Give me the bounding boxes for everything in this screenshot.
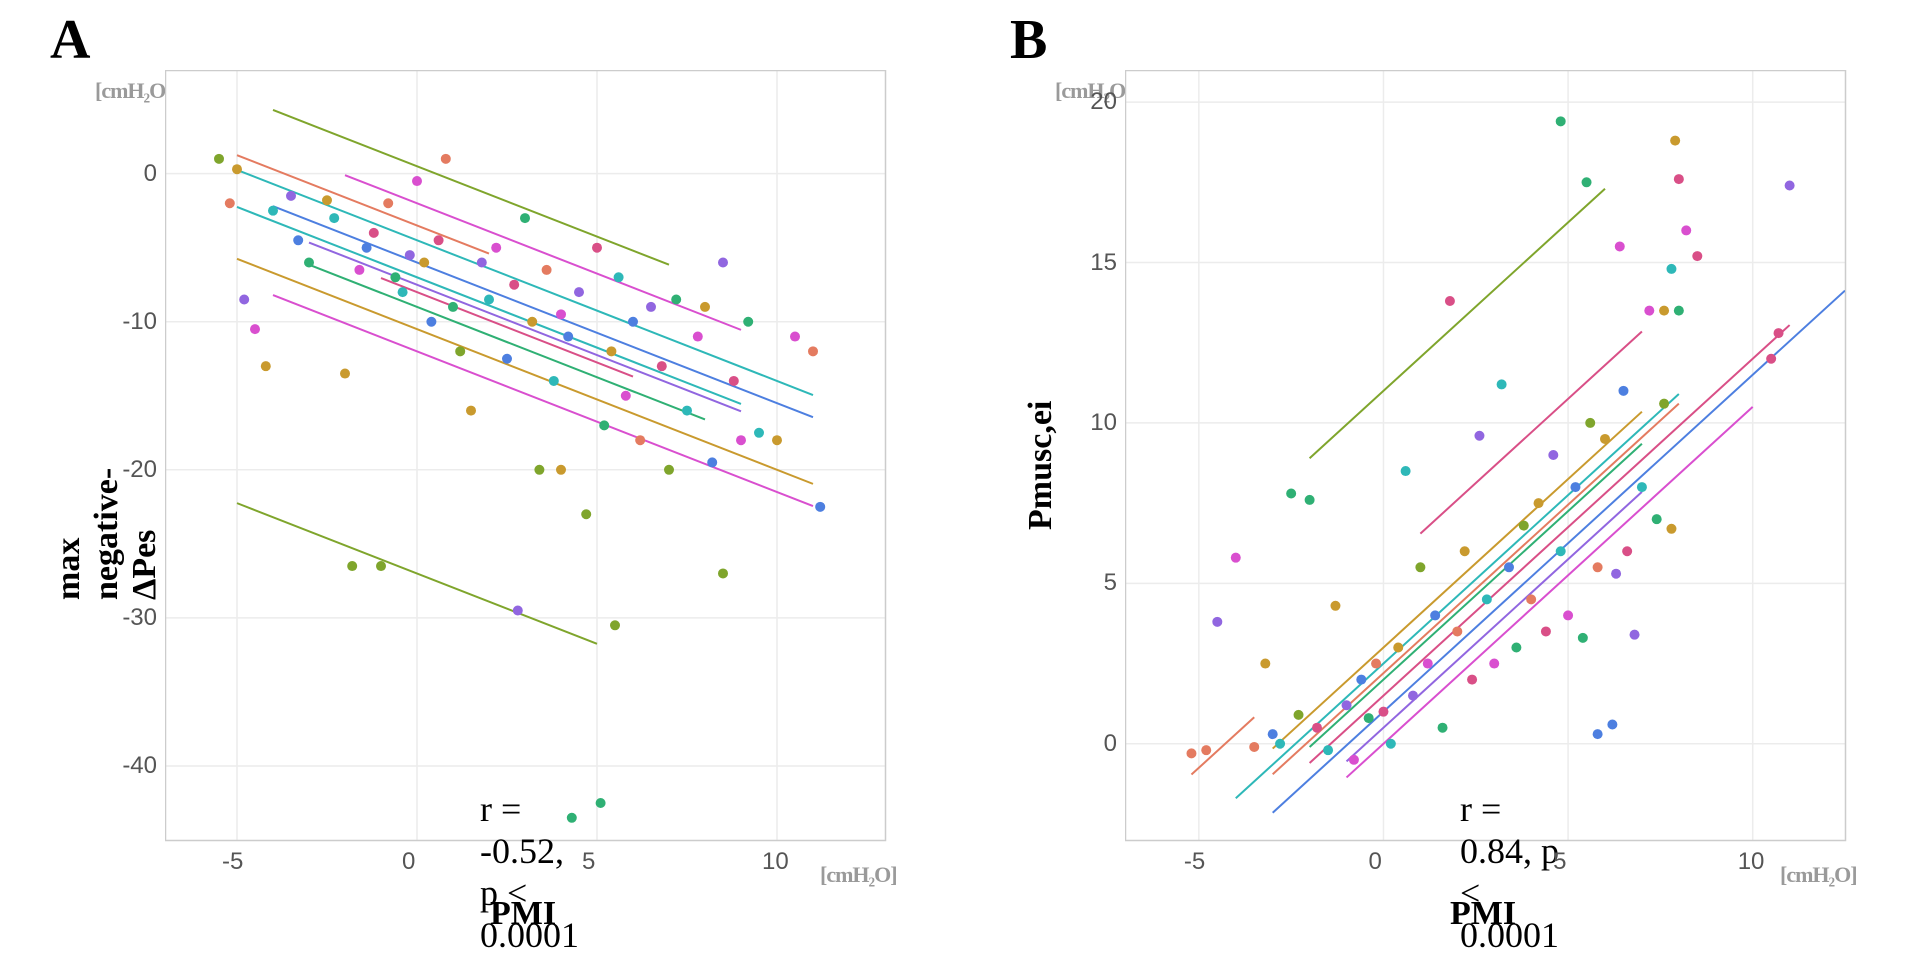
panel-b-x-unit: [cmH₂O]: [1780, 862, 1857, 888]
figure-root: A [cmH₂O] max negative-ΔPes PMI [cmH₂O] …: [0, 0, 1920, 961]
y-tick-label: -10: [122, 308, 157, 336]
x-tick-label: 10: [1738, 848, 1765, 876]
panel-a-ylabel: max negative-ΔPes: [50, 468, 164, 600]
x-tick-label: 10: [762, 848, 789, 876]
y-tick-label: 20: [1090, 88, 1117, 116]
x-tick-label: 5: [1553, 848, 1566, 876]
panel-b-stat-text: r = 0.84, p < 0.0001: [1460, 788, 1559, 956]
y-tick-label: 15: [1090, 249, 1117, 277]
panel-a-label: A: [50, 8, 90, 72]
y-tick-label: 5: [1104, 569, 1117, 597]
panel-b-label: B: [1010, 8, 1047, 72]
x-tick-label: 0: [1368, 848, 1381, 876]
y-tick-label: -20: [122, 456, 157, 484]
x-tick-label: -5: [222, 848, 243, 876]
panel-b-ylabel: Pmusc,ei: [1022, 401, 1060, 530]
x-tick-label: 5: [582, 848, 595, 876]
panel-a-plot: [165, 70, 887, 842]
panel-b-plot: [1125, 70, 1847, 842]
x-tick-label: -5: [1184, 848, 1205, 876]
y-tick-label: 10: [1090, 409, 1117, 437]
y-tick-label: 0: [144, 160, 157, 188]
x-tick-label: 0: [402, 848, 415, 876]
panel-a-y-unit: [cmH₂O]: [95, 78, 172, 104]
y-tick-label: -30: [122, 604, 157, 632]
panel-a-x-unit: [cmH₂O]: [820, 862, 897, 888]
y-tick-label: 0: [1104, 730, 1117, 758]
y-tick-label: -40: [122, 752, 157, 780]
panel-a-stat-text: r = -0.52, p < 0.0001: [480, 788, 579, 956]
